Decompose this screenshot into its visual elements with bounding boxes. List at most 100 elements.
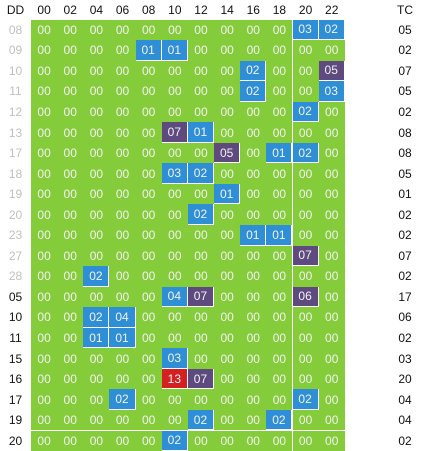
grid-cell: 01 [266, 143, 292, 164]
grid-cell: 00 [266, 122, 292, 143]
grid-cell: 00 [83, 287, 109, 308]
grid-cell: 00 [31, 307, 57, 328]
row-total: 05 [389, 81, 421, 102]
grid-cell: 00 [214, 328, 240, 349]
grid-cell: 00 [214, 163, 240, 184]
grid-cell: 00 [266, 204, 292, 225]
grid-cell: 00 [214, 266, 240, 287]
grid-cell: 00 [240, 328, 266, 349]
grid-cell: 00 [57, 307, 83, 328]
header-hour-22: 22 [319, 0, 345, 20]
header-tc: TC [389, 0, 421, 20]
grid-cell: 00 [162, 410, 188, 431]
grid-cell: 00 [57, 184, 83, 205]
grid-cell: 00 [266, 369, 292, 390]
grid-cell: 00 [162, 61, 188, 82]
grid-cell: 00 [57, 204, 83, 225]
header-hour-00: 00 [31, 0, 57, 20]
grid-cell: 00 [109, 102, 135, 123]
grid-cell: 00 [240, 287, 266, 308]
grid-cell: 02 [188, 163, 214, 184]
grid-cell: 00 [57, 163, 83, 184]
grid-cell: 02 [83, 307, 109, 328]
grid-cell: 00 [136, 328, 162, 349]
grid-cell: 00 [109, 122, 135, 143]
grid-cell: 00 [214, 225, 240, 246]
grid-cell: 00 [188, 389, 214, 410]
grid-cell: 00 [266, 348, 292, 369]
grid-cell: 00 [57, 143, 83, 164]
grid-cell: 00 [319, 40, 345, 61]
grid-cell: 00 [57, 389, 83, 410]
grid-cell: 00 [162, 204, 188, 225]
grid-cell: 00 [188, 246, 214, 267]
grid-cell: 00 [136, 204, 162, 225]
grid-cell: 00 [162, 328, 188, 349]
grid-cell: 00 [109, 287, 135, 308]
row-total: 01 [389, 184, 421, 205]
grid-cell: 00 [293, 163, 319, 184]
grid-cell: 00 [31, 389, 57, 410]
grid-cell: 02 [266, 410, 292, 431]
grid-cell: 00 [136, 143, 162, 164]
grid-cell: 00 [57, 287, 83, 308]
grid-cell: 00 [83, 40, 109, 61]
grid-cell: 00 [31, 122, 57, 143]
grid-cell: 00 [109, 225, 135, 246]
grid-cell: 00 [293, 61, 319, 82]
row-total: 05 [389, 163, 421, 184]
grid-cell: 06 [293, 287, 319, 308]
grid-cell: 00 [83, 163, 109, 184]
grid-cell: 00 [162, 246, 188, 267]
grid-cell: 00 [240, 204, 266, 225]
grid-cell: 00 [83, 184, 109, 205]
grid-cell: 00 [162, 389, 188, 410]
grid-cell: 00 [83, 81, 109, 102]
grid-cell: 01 [109, 328, 135, 349]
grid-cell: 00 [31, 369, 57, 390]
row-label: 19 [0, 184, 31, 205]
grid-cell: 00 [109, 348, 135, 369]
grid-cell: 00 [136, 389, 162, 410]
grid-cell: 00 [266, 81, 292, 102]
grid-cell: 00 [319, 328, 345, 349]
grid-cell: 00 [57, 369, 83, 390]
grid-cell: 00 [57, 246, 83, 267]
grid-cell: 00 [293, 40, 319, 61]
grid-cell: 00 [293, 369, 319, 390]
grid-cell: 00 [188, 266, 214, 287]
grid-cell: 00 [240, 20, 266, 41]
grid-cell: 00 [293, 184, 319, 205]
grid-cell: 00 [136, 102, 162, 123]
grid-cell: 00 [240, 348, 266, 369]
grid-cell: 00 [188, 81, 214, 102]
grid-cell: 00 [31, 102, 57, 123]
grid-cell: 00 [109, 246, 135, 267]
row-label: 17 [0, 389, 31, 410]
grid-cell: 00 [214, 307, 240, 328]
grid-cell: 00 [83, 122, 109, 143]
grid-cell: 00 [214, 287, 240, 308]
grid-cell: 01 [240, 225, 266, 246]
grid-cell: 00 [293, 204, 319, 225]
grid-cell: 00 [162, 102, 188, 123]
header-hour-08: 08 [136, 0, 162, 20]
grid-cell: 00 [162, 225, 188, 246]
grid-cell: 00 [109, 81, 135, 102]
grid-cell: 00 [162, 266, 188, 287]
grid-cell: 00 [162, 184, 188, 205]
grid-cell: 00 [162, 81, 188, 102]
grid-cell: 00 [109, 410, 135, 431]
grid-cell: 02 [240, 61, 266, 82]
grid-cell: 03 [319, 81, 345, 102]
grid-cell: 00 [266, 20, 292, 41]
grid-cell: 00 [31, 20, 57, 41]
grid-cell: 01 [162, 40, 188, 61]
grid-cell: 02 [240, 81, 266, 102]
grid-cell: 07 [188, 287, 214, 308]
grid-cell: 00 [136, 246, 162, 267]
row-total: 07 [389, 246, 421, 267]
grid-cell: 00 [214, 204, 240, 225]
grid-cell: 03 [293, 20, 319, 41]
grid-cell: 00 [240, 122, 266, 143]
